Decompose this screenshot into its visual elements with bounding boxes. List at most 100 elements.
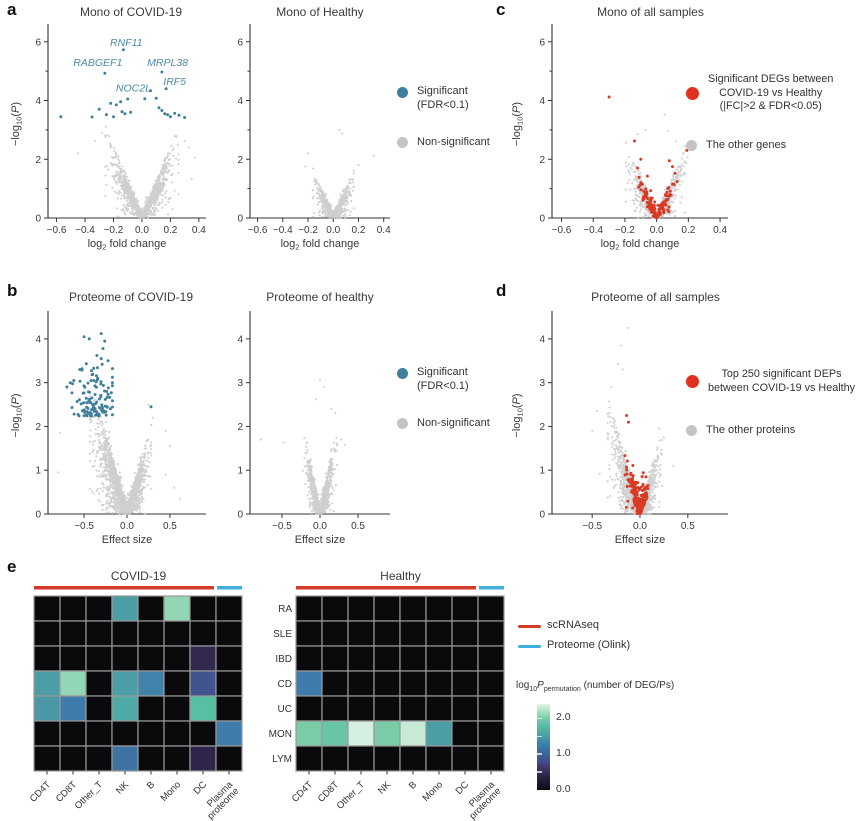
svg-text:1: 1 bbox=[35, 466, 41, 477]
colorbar-dash-icon bbox=[537, 735, 542, 737]
svg-text:2: 2 bbox=[539, 155, 545, 166]
svg-text:0: 0 bbox=[539, 214, 545, 225]
svg-text:RNF11: RNF11 bbox=[110, 37, 142, 49]
title-heatmap-healthy: Healthy bbox=[380, 569, 421, 583]
colorbar-dash-icon bbox=[537, 753, 542, 755]
significant-dot-icon bbox=[397, 86, 408, 98]
svg-text:4: 4 bbox=[539, 96, 545, 107]
volcano-plot-proteome-covid: −0.5 0.0 0.5 0 1 2 3 4 Effect size −log10(P) bbox=[10, 311, 206, 546]
svg-text:−0.4: −0.4 bbox=[75, 225, 95, 236]
svg-text:−0.6: −0.6 bbox=[248, 225, 268, 236]
legend-nonsignificant-label: Non-significant bbox=[417, 136, 490, 148]
significant-points bbox=[623, 414, 650, 516]
svg-text:RABGEF1: RABGEF1 bbox=[73, 57, 122, 69]
legend-significant-label: Significant bbox=[417, 366, 468, 378]
svg-text:−log10(P): −log10(P) bbox=[511, 102, 525, 146]
panel-label-d: d bbox=[496, 281, 507, 300]
svg-text:−0.5: −0.5 bbox=[74, 521, 94, 532]
svg-text:0.0: 0.0 bbox=[650, 225, 664, 236]
legend-degs: Significant DEGs between COVID-19 vs Hea… bbox=[686, 73, 865, 152]
svg-text:log2 fold change: log2 fold change bbox=[601, 238, 680, 252]
panel-label-a: a bbox=[7, 0, 17, 19]
legend-deps-line2: between COVID-19 vs Healthy bbox=[708, 381, 856, 394]
nonsignificant-points bbox=[259, 379, 347, 515]
svg-text:0.0: 0.0 bbox=[326, 225, 340, 236]
svg-text:−0.6: −0.6 bbox=[47, 225, 67, 236]
title-proteome-covid: Proteome of COVID-19 bbox=[68, 290, 194, 304]
significant-degs-dot-icon bbox=[686, 86, 699, 100]
svg-text:0: 0 bbox=[35, 510, 41, 521]
svg-text:4: 4 bbox=[35, 334, 41, 345]
svg-text:0.4: 0.4 bbox=[192, 225, 206, 236]
svg-text:NOC2L: NOC2L bbox=[116, 83, 151, 95]
title-mono-all: Mono of all samples bbox=[597, 5, 704, 19]
svg-text:0: 0 bbox=[35, 214, 41, 225]
legend-scrnaseq-label: scRNAseq bbox=[547, 619, 599, 631]
svg-text:−0.2: −0.2 bbox=[298, 225, 318, 236]
nonsignificant-dot-icon bbox=[397, 137, 408, 149]
svg-text:MRPL38: MRPL38 bbox=[147, 57, 188, 69]
colorbar-dash-icon bbox=[537, 771, 542, 773]
svg-text:2: 2 bbox=[237, 155, 243, 166]
panel-label-c: c bbox=[496, 0, 506, 19]
panel-label-e: e bbox=[7, 557, 17, 576]
svg-text:2: 2 bbox=[35, 155, 41, 166]
nonsignificant-points bbox=[76, 125, 196, 219]
significant-dot-icon bbox=[397, 367, 408, 379]
title-mono-healthy: Mono of Healthy bbox=[276, 5, 364, 19]
legend-significance-a: Significant (FDR<0.1) Non-significant bbox=[397, 85, 517, 150]
colorbar-title: log10Ppermutation (number of DEG/Ps) bbox=[516, 680, 675, 693]
significant-deps-dot-icon bbox=[686, 375, 699, 388]
title-mono-covid: Mono of COVID-19 bbox=[79, 5, 183, 19]
svg-text:−0.2: −0.2 bbox=[104, 225, 124, 236]
volcano-plot-mono-healthy: −0.6 −0.4 −0.2 0.0 0.2 0.4 0 2 4 6 log2 fold chang… bbox=[237, 24, 391, 252]
significant-points bbox=[607, 95, 689, 220]
svg-text:0.4: 0.4 bbox=[713, 225, 727, 236]
svg-text:−0.2: −0.2 bbox=[615, 225, 635, 236]
nonsignificant-points bbox=[57, 395, 182, 516]
colorbar-tick-2: 2.0 bbox=[556, 711, 571, 723]
title-proteome-all: Proteome of all samples bbox=[591, 290, 720, 304]
title-heatmap-covid: COVID-19 bbox=[110, 569, 167, 583]
legend-degs-line2: COVID-19 vs Healthy bbox=[719, 86, 823, 99]
legend-fdr-label: (FDR<0.1) bbox=[417, 379, 469, 392]
title-proteome-healthy: Proteome of healthy bbox=[266, 290, 374, 304]
svg-text:0.5: 0.5 bbox=[163, 521, 177, 532]
svg-text:3: 3 bbox=[35, 378, 41, 389]
legend-nonsignificant-label: Non-significant bbox=[417, 417, 490, 429]
panel-label-b: b bbox=[7, 281, 18, 300]
svg-text:2: 2 bbox=[35, 422, 41, 433]
nonsignificant-dot-icon bbox=[397, 418, 408, 430]
svg-text:−0.4: −0.4 bbox=[273, 225, 293, 236]
svg-text:0: 0 bbox=[237, 214, 243, 225]
legend-fdr-label: (FDR<0.1) bbox=[417, 98, 469, 111]
legend-degs-line3: (|FC|>2 & FDR<0.05) bbox=[719, 100, 822, 112]
nonsignificant-points bbox=[624, 113, 689, 220]
svg-text:log2 fold change: log2 fold change bbox=[88, 238, 167, 252]
proteome-olink-line-icon bbox=[518, 645, 541, 648]
svg-text:−log10(P): −log10(P) bbox=[10, 102, 24, 146]
volcano-plot-mono-covid: −0.6 −0.4 −0.2 0.0 0.2 0.4 0 2 4 6 log2 fold chang… bbox=[10, 24, 206, 252]
svg-text:Effect size: Effect size bbox=[102, 534, 153, 546]
svg-text:−0.6: −0.6 bbox=[552, 225, 572, 236]
svg-text:0.2: 0.2 bbox=[352, 225, 366, 236]
svg-text:0.0: 0.0 bbox=[135, 225, 149, 236]
colorbar-tick-0: 0.0 bbox=[556, 783, 571, 795]
legend-significance-b: Significant (FDR<0.1) Non-significant bbox=[397, 366, 517, 431]
svg-text:log2 fold change: log2 fold change bbox=[281, 238, 360, 252]
svg-text:0.2: 0.2 bbox=[163, 225, 177, 236]
other-genes-dot-icon bbox=[686, 139, 697, 151]
heatmap-cells bbox=[33, 595, 243, 772]
colorbar-tick-1: 1.0 bbox=[556, 747, 571, 759]
legend-deps: Top 250 significant DEPs between COVID-1… bbox=[686, 368, 865, 438]
nonsignificant-points bbox=[304, 128, 375, 219]
volcano-plot-mono-all: −0.6 −0.4 −0.2 0.0 0.2 0.4 0 2 4 6 log2 fold chang… bbox=[511, 24, 728, 252]
svg-text:−0.4: −0.4 bbox=[583, 225, 603, 236]
svg-text:0.2: 0.2 bbox=[681, 225, 695, 236]
legend-other-genes-label: The other genes bbox=[706, 138, 787, 151]
legend-degs-line1: Significant DEGs between bbox=[708, 73, 834, 85]
